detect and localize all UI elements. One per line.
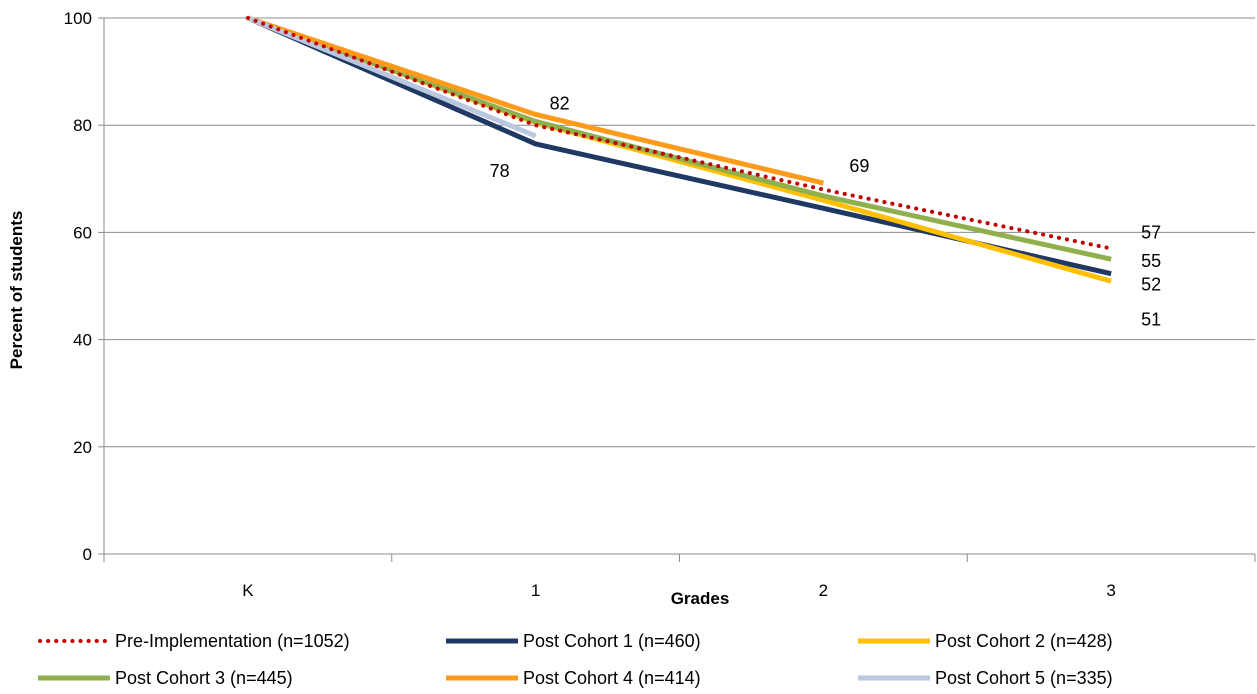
x-tick-label: K (242, 581, 254, 600)
legend-item: Post Cohort 2 (n=428) (858, 631, 1113, 651)
data-label: 78 (490, 161, 510, 181)
y-tick-label: 0 (83, 545, 92, 564)
gridlines (98, 17, 1255, 555)
y-tick-label: 60 (73, 223, 92, 242)
axes (103, 18, 1256, 562)
x-tick-label: 1 (531, 581, 540, 600)
legend: Pre-Implementation (n=1052) Post Cohort 1… (38, 631, 1113, 688)
legend-item: Post Cohort 5 (n=335) (858, 668, 1113, 688)
legend-item: Post Cohort 1 (n=460) (446, 631, 701, 651)
data-label: 82 (550, 93, 570, 113)
y-tick-labels: 0 20 40 60 80 100 (64, 9, 92, 564)
data-label: 55 (1141, 251, 1161, 271)
legend-item: Post Cohort 4 (n=414) (446, 668, 701, 688)
data-labels: 82 78 69 57 55 52 51 (490, 93, 1162, 329)
legend-label: Post Cohort 5 (n=335) (935, 668, 1113, 688)
series-lines (245, 15, 1114, 284)
data-label: 57 (1141, 222, 1161, 242)
x-tick-labels: K 1 2 3 (242, 581, 1116, 600)
data-label: 52 (1141, 274, 1161, 294)
y-axis-title: Percent of students (7, 211, 26, 370)
x-axis-title: Grades (671, 589, 730, 608)
y-tick-label: 20 (73, 438, 92, 457)
data-label: 69 (849, 156, 869, 176)
y-tick-label: 100 (64, 9, 92, 28)
legend-label: Post Cohort 1 (n=460) (523, 631, 701, 651)
y-tick-label: 80 (73, 116, 92, 135)
series-line-5 (247, 15, 824, 186)
legend-label: Post Cohort 3 (n=445) (115, 668, 293, 688)
series-line-1 (245, 16, 1114, 251)
legend-label: Post Cohort 4 (n=414) (523, 668, 701, 688)
x-tick-label: 2 (819, 581, 828, 600)
y-tick-label: 40 (73, 331, 92, 350)
legend-item: Post Cohort 3 (n=445) (38, 668, 293, 688)
data-label: 51 (1141, 310, 1161, 330)
legend-label: Pre-Implementation (n=1052) (115, 631, 350, 651)
series-line-2 (246, 15, 1112, 277)
series-line-4 (247, 15, 1112, 262)
legend-item: Pre-Implementation (n=1052) (38, 631, 350, 651)
x-tick-label: 3 (1106, 581, 1115, 600)
series-line-6 (246, 15, 537, 139)
legend-label: Post Cohort 2 (n=428) (935, 631, 1113, 651)
